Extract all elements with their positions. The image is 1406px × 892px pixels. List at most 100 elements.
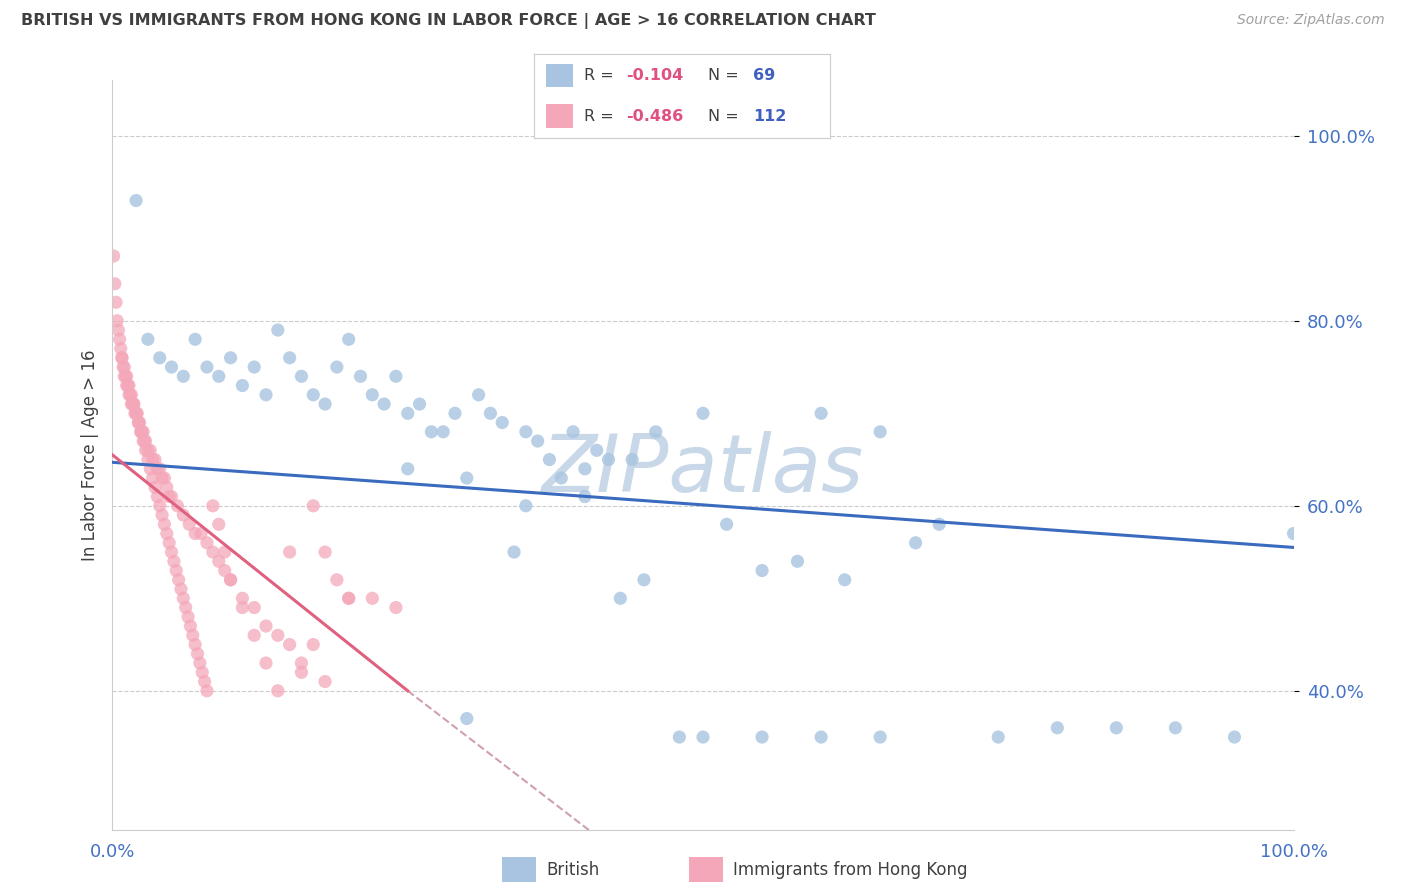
Point [786, 554, 808, 568]
Y-axis label: In Labor Force | Age > 16: In Labor Force | Age > 16 [80, 349, 98, 561]
Point [157, 536, 180, 550]
Point [143, 480, 166, 494]
Point [337, 332, 360, 346]
Point [146, 462, 169, 476]
Text: N =: N = [709, 109, 744, 124]
Point [208, 554, 231, 568]
Point [120, 388, 142, 402]
Point [314, 545, 336, 559]
Point [103, 249, 125, 263]
Point [503, 545, 526, 559]
Point [562, 425, 585, 439]
Point [1282, 526, 1305, 541]
Point [167, 573, 190, 587]
Point [314, 397, 336, 411]
Point [184, 638, 207, 652]
Point [290, 665, 312, 680]
Point [177, 609, 200, 624]
Point [716, 517, 738, 532]
Point [179, 517, 201, 532]
Bar [689, 857, 723, 882]
Point [127, 406, 149, 420]
Point [444, 406, 467, 420]
Point [928, 517, 950, 532]
Point [153, 471, 176, 485]
Point [302, 499, 325, 513]
Point [122, 397, 145, 411]
Point [150, 508, 173, 522]
Point [515, 425, 537, 439]
Point [267, 628, 290, 642]
Text: R =: R = [585, 68, 620, 83]
Text: Immigrants from Hong Kong: Immigrants from Hong Kong [734, 861, 967, 879]
Point [107, 323, 129, 337]
Text: British: British [546, 861, 599, 879]
Point [432, 425, 454, 439]
Point [125, 406, 148, 420]
Text: ZIPatlas: ZIPatlas [541, 431, 865, 509]
Point [143, 452, 166, 467]
Point [149, 351, 172, 365]
Point [1046, 721, 1069, 735]
Point [609, 591, 631, 606]
Point [834, 573, 856, 587]
Point [254, 656, 277, 670]
Point [326, 573, 349, 587]
Point [172, 591, 194, 606]
Point [184, 526, 207, 541]
Point [633, 573, 655, 587]
Point [157, 490, 180, 504]
Text: 112: 112 [752, 109, 786, 124]
Point [1164, 721, 1187, 735]
Point [243, 359, 266, 374]
Point [136, 332, 159, 346]
Point [188, 656, 211, 670]
Point [139, 443, 162, 458]
Point [621, 452, 644, 467]
Point [644, 425, 666, 439]
Point [396, 462, 419, 476]
Point [349, 369, 371, 384]
Point [128, 416, 150, 430]
Point [337, 591, 360, 606]
Point [515, 499, 537, 513]
Point [142, 471, 165, 485]
Point [290, 369, 312, 384]
Point [585, 443, 607, 458]
Point [190, 526, 212, 541]
Text: N =: N = [709, 68, 744, 83]
Point [149, 499, 172, 513]
Point [111, 351, 134, 365]
Text: 69: 69 [752, 68, 775, 83]
Point [361, 591, 384, 606]
Point [201, 545, 224, 559]
Point [491, 416, 513, 430]
Point [132, 434, 155, 448]
Point [181, 628, 204, 642]
Point [153, 517, 176, 532]
Point [254, 388, 277, 402]
Point [118, 378, 141, 392]
Point [208, 369, 231, 384]
Point [115, 378, 138, 392]
Point [692, 730, 714, 744]
Point [150, 471, 173, 485]
Point [165, 564, 187, 578]
Point [110, 342, 132, 356]
Point [201, 499, 224, 513]
Point [243, 600, 266, 615]
Bar [546, 63, 572, 87]
Point [195, 536, 218, 550]
Point [668, 730, 690, 744]
Point [373, 397, 395, 411]
Point [108, 332, 131, 346]
Point [314, 674, 336, 689]
Point [231, 591, 253, 606]
Point [122, 397, 145, 411]
Point [456, 471, 478, 485]
Point [290, 656, 312, 670]
Point [160, 545, 183, 559]
Point [214, 564, 236, 578]
Point [408, 397, 430, 411]
Point [538, 452, 561, 467]
